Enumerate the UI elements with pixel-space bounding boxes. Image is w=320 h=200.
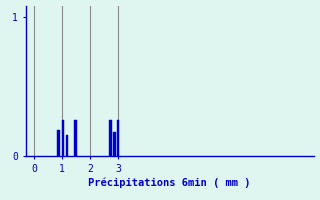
Bar — [61, 120, 64, 156]
Bar — [74, 120, 76, 156]
Bar — [66, 135, 68, 156]
Bar — [113, 132, 116, 156]
X-axis label: Précipitations 6min ( mm ): Précipitations 6min ( mm ) — [88, 178, 251, 188]
Bar — [57, 130, 60, 156]
Bar — [109, 120, 112, 156]
Bar — [116, 120, 119, 156]
